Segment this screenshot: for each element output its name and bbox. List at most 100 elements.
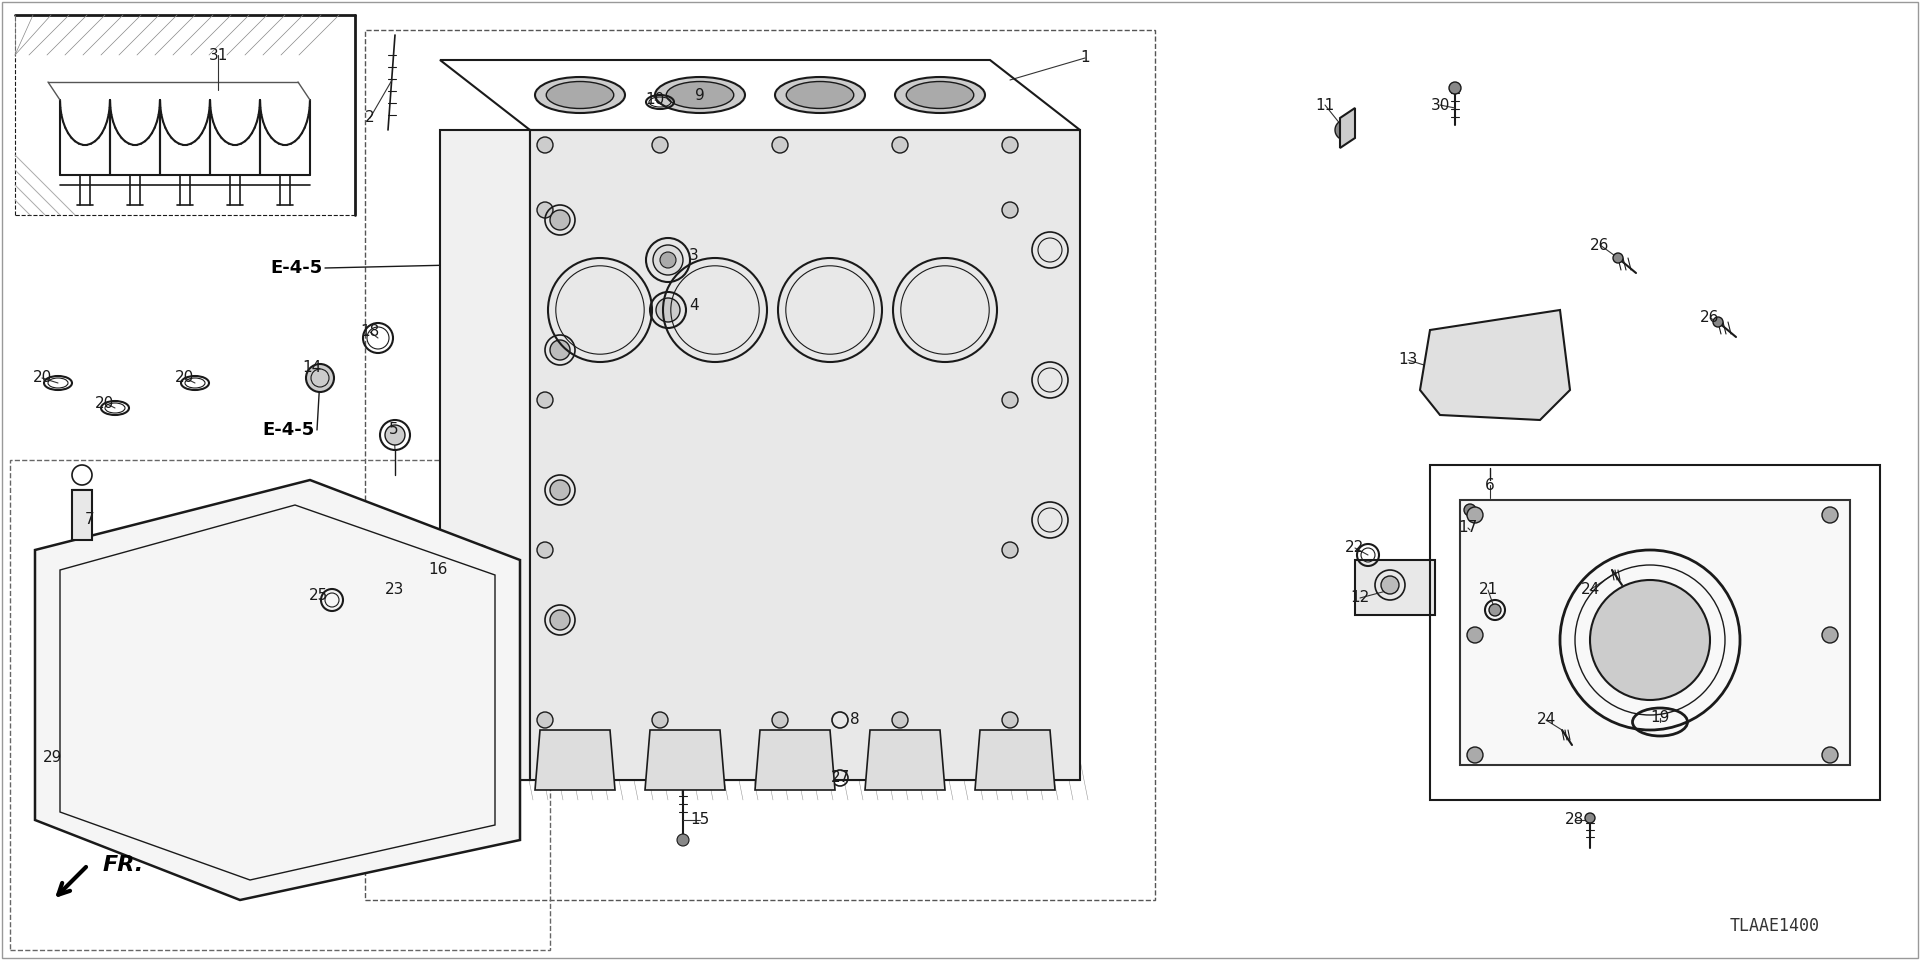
Text: 31: 31 [207,47,228,62]
Circle shape [1538,333,1551,347]
Circle shape [438,561,451,575]
Polygon shape [755,730,835,790]
Ellipse shape [776,77,866,113]
Text: TLAAE1400: TLAAE1400 [1730,917,1820,935]
Text: 21: 21 [1478,583,1498,597]
Polygon shape [536,730,614,790]
Circle shape [271,850,280,860]
Circle shape [271,505,280,515]
Bar [1459,500,1851,765]
Text: 12: 12 [1350,590,1369,606]
Circle shape [678,834,689,846]
Text: 2: 2 [365,110,374,126]
Circle shape [1438,393,1452,407]
Text: 17: 17 [1459,520,1478,536]
Text: 30: 30 [1430,98,1450,112]
Text: 20: 20 [33,371,52,386]
Text: 20: 20 [96,396,115,411]
Text: 22: 22 [1346,540,1365,556]
Ellipse shape [536,77,626,113]
Circle shape [156,540,165,550]
Circle shape [386,425,405,445]
Circle shape [549,610,570,630]
Text: 28: 28 [1565,812,1584,828]
Circle shape [660,252,676,268]
Text: 1: 1 [1081,51,1091,65]
Circle shape [893,137,908,153]
Circle shape [1467,507,1482,523]
Text: E-4-5: E-4-5 [271,259,323,277]
Circle shape [538,712,553,728]
Circle shape [538,137,553,153]
Polygon shape [645,730,726,790]
Circle shape [1822,747,1837,763]
Text: 5: 5 [390,422,399,438]
Circle shape [1467,627,1482,643]
Circle shape [56,729,67,741]
Circle shape [1713,317,1722,327]
Circle shape [1490,604,1501,616]
Circle shape [772,137,787,153]
Circle shape [653,245,684,275]
Text: 13: 13 [1398,352,1417,368]
Circle shape [772,712,787,728]
Ellipse shape [787,82,854,108]
Circle shape [1590,580,1711,700]
Text: 24: 24 [1580,583,1599,597]
Text: 26: 26 [1590,237,1609,252]
Circle shape [783,748,806,772]
Circle shape [1334,120,1356,140]
Circle shape [1002,392,1018,408]
Text: 6: 6 [1486,477,1496,492]
Circle shape [380,525,390,535]
Circle shape [156,835,165,845]
Circle shape [65,805,75,815]
Circle shape [1002,542,1018,558]
Circle shape [305,364,334,392]
Ellipse shape [547,82,614,108]
Polygon shape [73,490,92,540]
Circle shape [1450,82,1461,94]
Text: 4: 4 [689,298,699,313]
Circle shape [538,542,553,558]
Polygon shape [530,130,1079,780]
Circle shape [893,748,918,772]
Bar [10,460,549,950]
Text: E-4-5: E-4-5 [261,421,315,439]
Circle shape [549,340,570,360]
Text: 3: 3 [689,248,699,262]
Polygon shape [1340,108,1356,148]
Circle shape [1002,202,1018,218]
Text: 16: 16 [428,563,447,578]
Circle shape [1822,627,1837,643]
Circle shape [653,712,668,728]
Text: 20: 20 [175,371,194,386]
Text: 15: 15 [691,812,710,828]
Circle shape [1586,813,1596,823]
Polygon shape [440,130,530,780]
Text: 7: 7 [84,513,94,527]
Ellipse shape [655,77,745,113]
Ellipse shape [666,82,733,108]
Polygon shape [975,730,1054,790]
Text: 18: 18 [361,324,380,340]
Text: 14: 14 [301,361,323,375]
Ellipse shape [906,82,973,108]
Ellipse shape [895,77,985,113]
Text: 27: 27 [829,771,851,785]
Circle shape [657,298,680,322]
Circle shape [380,840,390,850]
Circle shape [538,392,553,408]
Circle shape [563,748,588,772]
Text: 11: 11 [1315,98,1334,112]
Text: 25: 25 [309,588,328,603]
Circle shape [893,712,908,728]
Circle shape [674,748,697,772]
Circle shape [1467,747,1482,763]
Text: 8: 8 [851,712,860,728]
Circle shape [691,89,708,107]
Text: 9: 9 [695,87,705,103]
Circle shape [1538,393,1551,407]
Circle shape [1002,137,1018,153]
Text: 10: 10 [645,92,664,108]
